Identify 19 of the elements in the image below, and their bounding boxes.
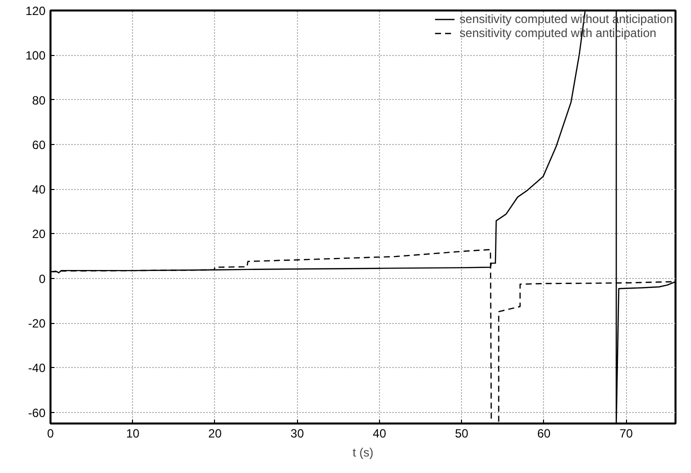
x-tick-label: 10: [126, 426, 140, 440]
x-tick-label: 60: [537, 426, 551, 440]
x-axis-title: t (s): [352, 446, 374, 460]
y-tick-label: 20: [32, 227, 46, 242]
y-tick-label: 120: [25, 4, 46, 18]
y-tick-label: 100: [25, 48, 46, 63]
y-tick-label: 0: [38, 272, 46, 286]
x-tick-label: 70: [619, 426, 634, 440]
x-tick-label: 40: [372, 426, 386, 440]
y-tick-label: 40: [32, 182, 46, 197]
x-tick-label: 30: [290, 426, 304, 440]
y-tick-label: -20: [28, 316, 46, 331]
x-tick-label: 20: [208, 426, 222, 440]
y-tick-label: -60: [28, 406, 46, 420]
y-tick-label: -40: [28, 361, 46, 376]
y-tick-label: 60: [32, 138, 46, 152]
x-tick-label: 50: [455, 426, 469, 440]
y-tick-label: 80: [32, 93, 46, 108]
x-tick-label: 0: [47, 426, 54, 440]
